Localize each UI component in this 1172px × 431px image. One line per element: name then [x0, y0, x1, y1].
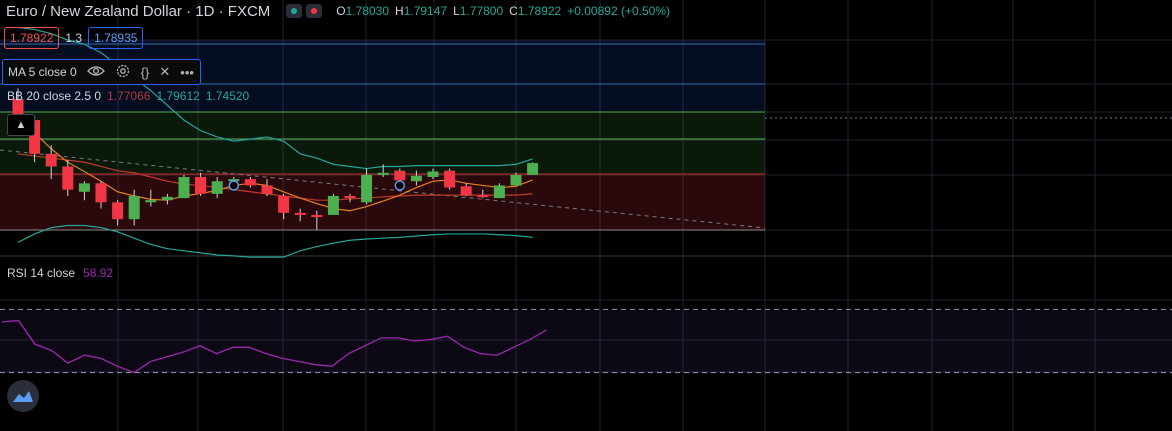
rsi-value: 58.92	[83, 266, 114, 280]
candle-down	[444, 170, 456, 188]
candle-up	[410, 175, 422, 182]
eye-icon[interactable]	[86, 65, 105, 80]
rsi-line-group	[1, 319, 547, 374]
buy-button[interactable]: 1.78935	[88, 27, 144, 49]
candle-up	[361, 174, 373, 203]
trend-line	[0, 149, 766, 229]
bb-basis-value: 1.79612	[156, 89, 200, 103]
event-marker	[394, 180, 406, 191]
bb-basis-line	[17, 153, 533, 201]
candle-up	[377, 172, 389, 175]
low-value: 1.77800	[459, 4, 504, 18]
event-marker	[228, 180, 240, 191]
bb-legend[interactable]: BB 20 close 2.5 0 1.77066 1.79612 1.7452…	[2, 89, 249, 103]
exchange-label: FXCM	[227, 2, 271, 20]
close-value: 1.78922	[517, 4, 562, 18]
candle-down	[394, 170, 406, 181]
open-value: 1.78030	[345, 4, 390, 18]
candle-up	[527, 163, 539, 175]
rsi-line	[1, 319, 547, 374]
candle-up	[145, 200, 157, 203]
candle-up	[327, 195, 339, 215]
rsi-label: RSI 14 close	[7, 266, 76, 280]
candle-up	[493, 185, 505, 199]
candle-down	[112, 202, 124, 220]
rsi-pane	[0, 308, 1172, 374]
ma-label: MA 5 close 0	[8, 65, 77, 79]
candle-up	[228, 179, 240, 182]
open-label: O	[336, 4, 346, 18]
candle-up	[161, 196, 173, 201]
market-open-dot	[286, 4, 303, 18]
market-status[interactable]	[286, 4, 323, 18]
candle-down	[278, 195, 290, 213]
candle-down	[344, 195, 356, 199]
low-label: L	[453, 4, 460, 18]
tradingview-logo-icon[interactable]	[7, 380, 39, 412]
symbol-name: Euro / New Zealand Dollar	[6, 2, 182, 20]
bb-lower-value: 1.77066	[107, 89, 151, 103]
interval-label: 1D	[195, 2, 215, 20]
candle-down	[477, 195, 489, 198]
candle-down	[62, 166, 74, 190]
close-label: C	[509, 4, 518, 18]
candle-down	[261, 185, 273, 194]
high-label: H	[395, 4, 404, 18]
collapse-legend-button[interactable]: ▲	[7, 114, 35, 136]
gear-icon[interactable]	[115, 63, 131, 82]
candle-down	[294, 212, 306, 215]
high-value: 1.79147	[403, 4, 448, 18]
market-closed-dot	[306, 4, 323, 18]
candle-down	[244, 179, 256, 186]
ohlc-values: O1.78030 H1.79147 L1.77800 C1.78922 +0.0…	[336, 4, 670, 18]
braces-icon[interactable]: {}	[140, 64, 150, 80]
rsi-band	[0, 309, 1172, 373]
symbol-title[interactable]: Euro / New Zealand Dollar · 1D · FXCM	[6, 2, 271, 20]
price-zones	[0, 40, 1172, 257]
candle-up	[178, 177, 190, 199]
rsi-legend[interactable]: RSI 14 close 58.92	[2, 266, 113, 280]
candle-up	[510, 174, 522, 186]
chevron-up-icon: ▲	[15, 119, 27, 131]
sell-button[interactable]: 1.78922	[4, 27, 60, 49]
indicator-lines	[17, 26, 533, 258]
bb-upper-value: 1.74520	[205, 89, 250, 103]
candle-up	[427, 171, 439, 178]
more-icon[interactable]: •••	[180, 64, 194, 80]
zone-green	[0, 112, 765, 174]
candle-down	[460, 186, 472, 196]
candle-up	[211, 181, 223, 194]
candle-down	[95, 183, 107, 203]
candles	[12, 88, 539, 230]
change-value: +0.00892 (+0.50%)	[567, 4, 670, 18]
bb-label: BB 20 close 2.5 0	[7, 89, 102, 103]
candle-down	[45, 153, 57, 167]
candle-up	[128, 195, 140, 220]
candle-down	[12, 99, 24, 121]
candle-down	[29, 120, 41, 154]
chart-header: Euro / New Zealand Dollar · 1D · FXCM O1…	[0, 0, 670, 22]
trade-buttons: 1.78922 1.3 1.78935	[4, 27, 144, 49]
bb-upper-line	[17, 26, 533, 170]
zone-red	[0, 174, 765, 230]
candle-down	[311, 214, 323, 218]
candle-up	[78, 183, 90, 192]
close-icon[interactable]: ✕	[159, 64, 171, 79]
spread-value: 1.3	[65, 31, 83, 45]
bb-lower-line	[17, 224, 533, 258]
ma-legend[interactable]: MA 5 close 0 {} ✕ •••	[2, 59, 201, 85]
candle-down	[195, 177, 207, 194]
